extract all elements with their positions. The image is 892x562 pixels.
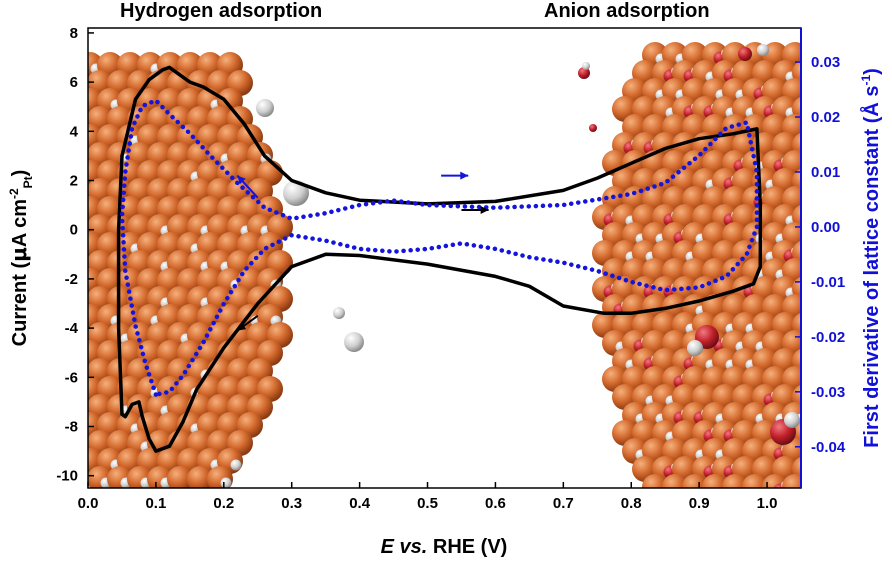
x-tick-label: 0.3: [281, 495, 302, 512]
y-tick-label: -4: [65, 320, 79, 337]
y-tick-label: 4: [70, 123, 79, 140]
y-axis-label-sub: Pt: [21, 176, 35, 188]
x-tick-label: 0.4: [349, 495, 371, 512]
y-axis-label: Current (μA cm-2Pt): [7, 170, 35, 347]
y-axis-label-mu: μ: [7, 247, 31, 262]
x-axis-label-italic: E vs.: [381, 536, 428, 558]
platinum-atom: [642, 474, 668, 488]
direction-arrows: [236, 171, 489, 332]
y2-axis-label: First derivative of lattice constant (Å …: [859, 68, 883, 448]
x-tick-label: 0.5: [417, 495, 438, 512]
y2-tick-label: 0.02: [811, 109, 840, 126]
y2-tick-label: -0.03: [811, 384, 845, 401]
x-tick-label: 0.6: [485, 495, 506, 512]
y-tick-label: -10: [56, 468, 78, 485]
series-current-line: [116, 65, 763, 453]
hydrogen-atom: [687, 340, 703, 356]
platinum-atom: [702, 474, 728, 488]
y2-axis-label-main: First derivative of lattice constant (: [861, 116, 883, 448]
hydrogen-atom: [333, 307, 345, 319]
y-axis-label-close: ): [9, 170, 31, 177]
x-axis-label: E vs. RHE (V): [381, 536, 508, 558]
platinum-atom: [782, 474, 801, 488]
hydrogen-atom: [256, 99, 274, 117]
hydrogen-atom: [582, 62, 590, 70]
arrow-head: [460, 171, 469, 180]
series-lattice-derivative-line: [119, 98, 760, 397]
direction-arrow: [236, 314, 259, 332]
direction-arrow: [461, 206, 489, 215]
oxygen-atom: [578, 67, 590, 79]
y2-tick-label: 0.01: [811, 164, 840, 181]
oxygen-atom: [738, 47, 752, 61]
x-tick-label: 0.0: [78, 495, 99, 512]
hydrogen-atom: [784, 412, 800, 428]
platinum-atom: [682, 474, 708, 488]
x-tick-label: 0.8: [621, 495, 642, 512]
hydrogen-atom: [220, 477, 232, 488]
y-tick-label: -2: [65, 271, 78, 288]
direction-arrow: [441, 171, 469, 180]
y2-tick-label: -0.02: [811, 329, 845, 346]
hydrogen-atom: [344, 332, 364, 352]
x-axis-label-rest: RHE (V): [427, 536, 507, 558]
hydrogen-atom: [283, 180, 309, 206]
y2-tick-label: -0.04: [811, 439, 846, 456]
y-tick-label: 0: [70, 222, 78, 239]
arrow-head: [237, 175, 246, 185]
y2-axis-label-unit: Å s: [859, 86, 883, 117]
y2-tick-label: 0.03: [811, 54, 840, 71]
x-tick-label: 0.7: [553, 495, 574, 512]
y-tick-label: -6: [65, 369, 78, 386]
y-axis-label-sup: -2: [7, 188, 21, 199]
y2-tick-label: 0.00: [811, 219, 840, 236]
arrow-head: [237, 322, 247, 331]
x-tick-label: 1.0: [757, 495, 778, 512]
y-axis-label-unit: A cm: [9, 199, 31, 247]
direction-arrow: [236, 174, 259, 199]
platinum-atom: [167, 466, 193, 488]
oxygen-atom: [589, 124, 597, 132]
series-group: [116, 65, 763, 453]
arrow-head: [480, 206, 489, 215]
y-tick-label: -8: [65, 419, 78, 436]
region-label-hydrogen: Hydrogen adsorption: [120, 0, 322, 22]
hydrogen-atom: [811, 211, 819, 219]
y-tick-label: 2: [70, 173, 78, 190]
x-tick-label: 0.1: [145, 495, 166, 512]
y-axis-label-main: Current (: [9, 262, 31, 347]
y-tick-label: 8: [70, 25, 78, 42]
x-tick-label: 0.9: [689, 495, 710, 512]
platinum-atom: [722, 474, 748, 488]
hydrogen-atom: [230, 459, 242, 471]
y2-axis-label-sup: -1: [859, 75, 873, 86]
platinum-atom: [662, 474, 688, 488]
y2-tick-label: -0.01: [811, 274, 845, 291]
y-tick-label: 6: [70, 74, 78, 91]
platinum-atom: [742, 474, 768, 488]
catalyst-illustration: [88, 42, 819, 488]
x-axis: 0.0 0.1 0.2 0.3 0.4 0.5 0.6 0.7 0.8 0.9 1.0: [78, 482, 778, 512]
y2-axis-label-close: ): [861, 68, 883, 75]
x-tick-label: 0.2: [213, 495, 234, 512]
y-axis-left: -10 -8 -6 -4 -2 0 2 4 6 8: [56, 25, 94, 485]
region-label-anion: Anion adsorption: [544, 0, 710, 22]
hydrogen-atom: [757, 44, 769, 56]
platinum-atom: [187, 466, 213, 488]
y-axis-right: -0.04 -0.03 -0.02 -0.01 0.00 0.01 0.02 0.03: [795, 28, 846, 488]
